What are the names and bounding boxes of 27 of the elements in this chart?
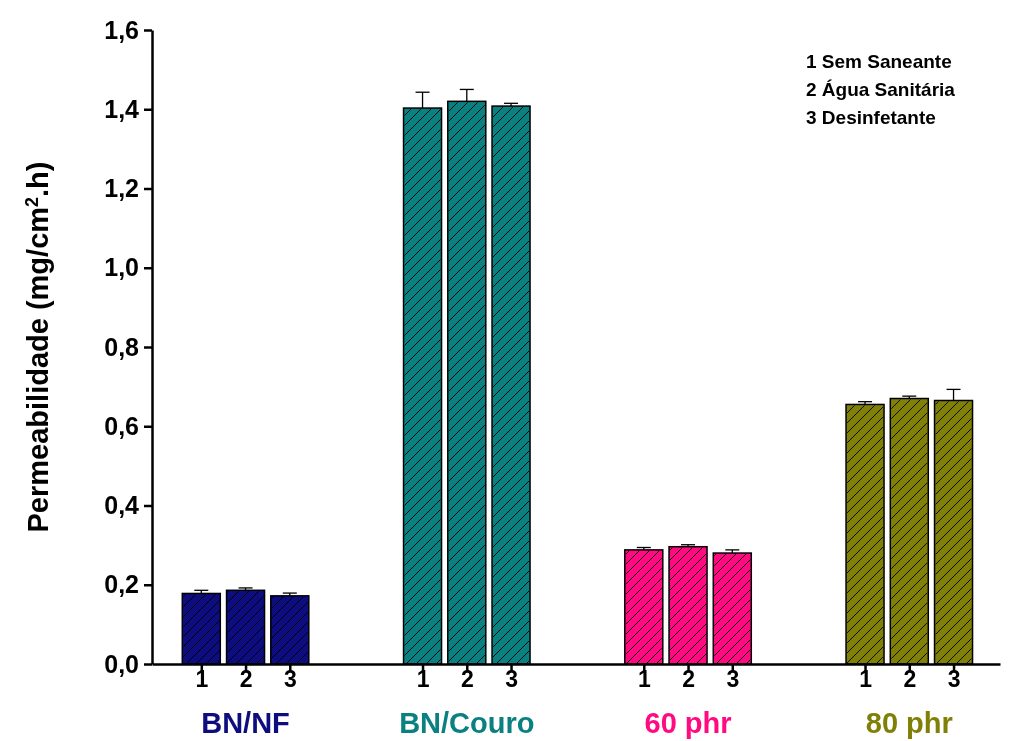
x-tick-label: 2 (903, 666, 917, 692)
x-tick-label: 2 (460, 666, 474, 692)
text: 80 phr (865, 707, 953, 739)
y-tick-label: 1,4 (104, 94, 140, 123)
x-tick-label: 2 (682, 666, 695, 692)
y-tick-label: 0,2 (104, 570, 139, 599)
y-tick-label: 0,0 (104, 649, 139, 678)
y-tick-label: 0,8 (104, 332, 140, 361)
x-tick-label: 3 (726, 666, 740, 692)
annotation: 1 Sem Saneante (806, 51, 952, 72)
y-tick-label: 1,2 (104, 174, 139, 202)
x-tick-label: 1 (195, 666, 209, 692)
y-tick-label: 0,4 (104, 491, 140, 519)
y-tick-label: 0,6 (104, 411, 139, 440)
x-tick-label: 3 (283, 666, 297, 692)
x-tick-label: 3 (947, 666, 961, 692)
y-tick-label: 1,0 (104, 253, 139, 282)
x-tick-label: 1 (637, 666, 651, 692)
x-tick-label: 2 (239, 666, 253, 692)
y-tick-label: 1,6 (104, 15, 139, 44)
x-tick-label: 3 (505, 666, 518, 692)
text: BN/Couro (399, 707, 535, 739)
text: BN/NF (201, 707, 290, 739)
annotation: 3 Desinfetante (806, 107, 936, 128)
text: 60 phr (644, 707, 732, 739)
x-tick-label: 1 (859, 666, 873, 692)
annotation: 2 Água Sanitária (806, 79, 956, 100)
